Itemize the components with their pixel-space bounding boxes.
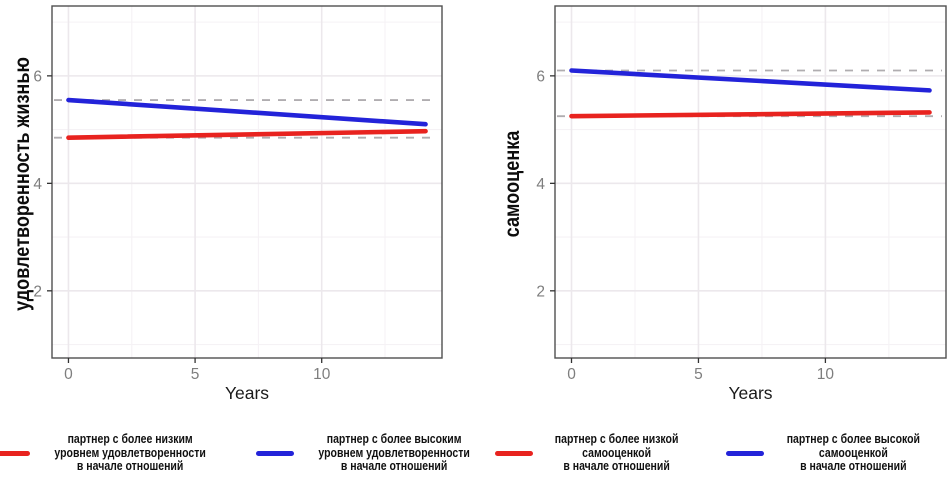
x-tick-label: 0 [567,366,576,383]
panel-border [554,5,947,359]
y-tick-label: 6 [33,68,42,85]
x-axis-title: Years [225,383,269,403]
y-axis-title: самооценка [501,130,524,238]
series-line [569,68,932,93]
chart-legend: партнер с более низкой самооценкой в начал… [476,432,952,474]
legend-label: партнер с более низкой самооценкой в начал… [554,432,679,473]
life-satisfaction-chart: удовлетворенность жизнью 2 4 6 0 5 10 Years па… [0,5,476,474]
chart-legend: партнер с более низким уровнем удовлетвор… [0,432,476,474]
series-line [66,128,428,140]
y-tick-label: 6 [536,68,545,85]
series-line [569,110,932,119]
legend-key-line [726,450,765,456]
x-axis-title: Years [728,383,772,403]
plot-panel: 2 4 6 0 5 10 Years [536,5,947,403]
x-tick-label: 5 [694,366,703,383]
series-line [66,97,428,127]
panel-border [51,5,443,359]
legend-item: партнер с более высокой самооценкой в нача… [726,432,933,474]
y-axis-title: удовлетворенность жизнью [11,57,34,311]
legend-item: партнер с более низкой самооценкой в начал… [495,432,690,474]
legend-key-line [0,450,30,456]
legend-key-line [495,450,534,456]
y-tick-label: 2 [33,283,42,300]
x-tick-label: 5 [191,366,200,383]
y-tick-label: 4 [33,176,42,193]
legend-key-line [256,450,294,456]
legend-item: партнер с более высоким уровнем удовлетво… [256,432,484,474]
plot-panel: 2 4 6 0 5 10 Years [33,5,443,403]
self-esteem-chart: самооценка 2 4 6 0 5 10 Years партнер с более … [476,0,952,504]
legend-label: партнер с более высоким уровнем удовлетво… [318,432,470,473]
legend-label: партнер с более низким уровнем удовлетвор… [54,432,206,473]
x-tick-label: 10 [817,366,835,383]
legend-label: партнер с более высокой самооценкой в нача… [786,432,921,473]
y-tick-label: 2 [536,283,545,300]
x-tick-label: 10 [313,366,331,383]
x-tick-label: 0 [64,366,73,383]
legend-item: партнер с более низким уровнем удовлетвор… [0,432,220,474]
y-tick-label: 4 [536,176,545,193]
